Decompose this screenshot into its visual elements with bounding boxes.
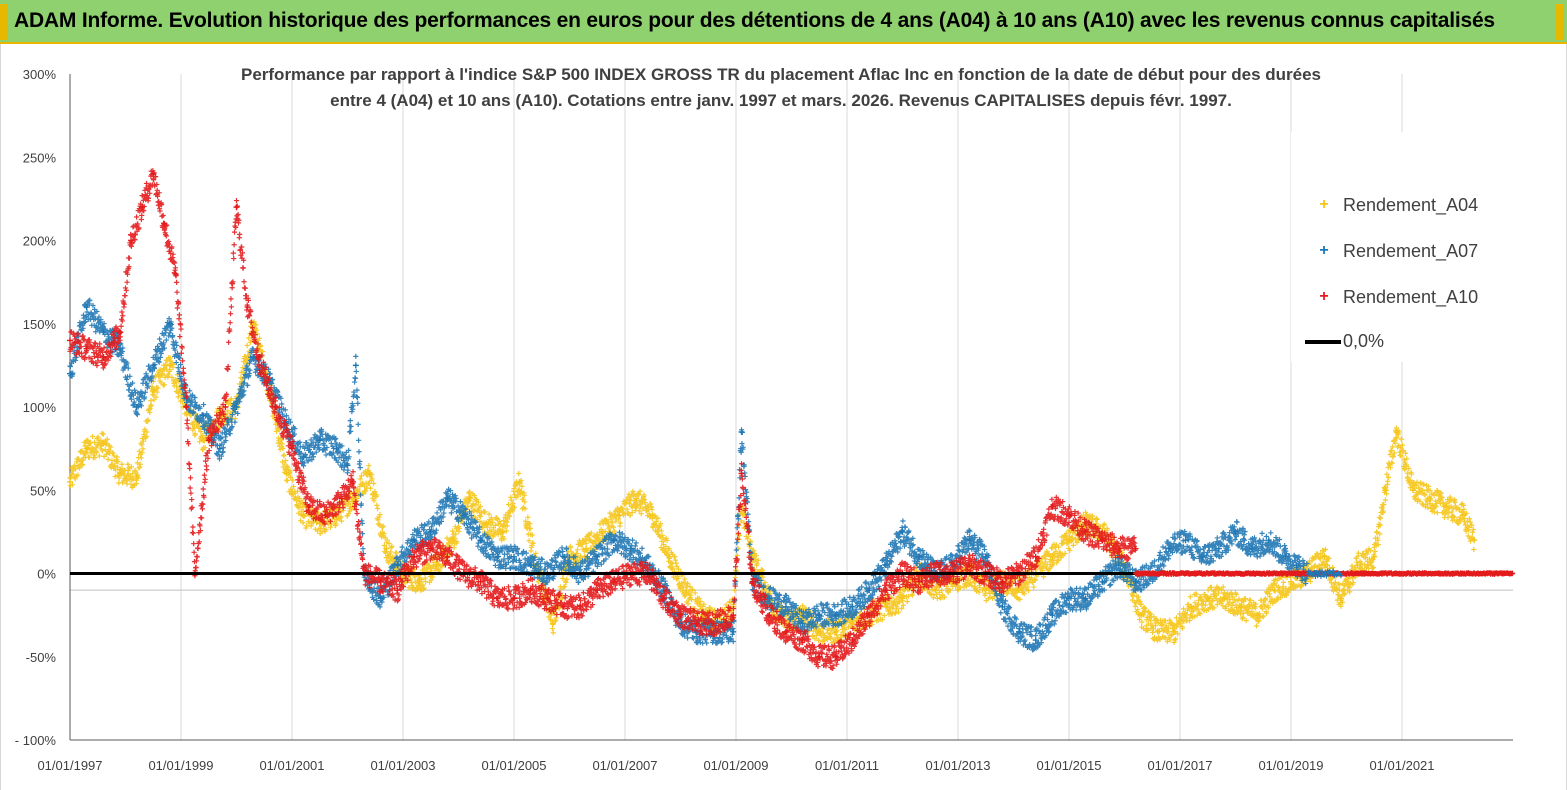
- x-tick-label-5: 01/01/2007: [592, 758, 657, 773]
- y-tick-label-7: 250%: [23, 150, 57, 165]
- x-tick-label-3: 01/01/2003: [370, 758, 435, 773]
- x-tick-label-1: 01/01/1999: [148, 758, 213, 773]
- x-tick-label-11: 01/01/2019: [1258, 758, 1323, 773]
- chart-legend: + Rendement_A04 + Rendement_A07 + Rendem…: [1291, 132, 1511, 362]
- chart-title-line2: entre 4 (A04) et 10 ans (A10). Cotations…: [330, 91, 1232, 110]
- series-a10-flat-segment: [1133, 570, 1516, 577]
- legend-item-a07: + Rendement_A07: [1291, 236, 1511, 266]
- legend-marker-a04: +: [1319, 196, 1329, 213]
- x-tick-label-12: 01/01/2021: [1369, 758, 1434, 773]
- y-tick-label-8: 300%: [23, 67, 57, 82]
- x-tick-label-6: 01/01/2009: [703, 758, 768, 773]
- x-tick-label-2: 01/01/2001: [259, 758, 324, 773]
- x-tick-label-9: 01/01/2015: [1036, 758, 1101, 773]
- legend-marker-a10: +: [1319, 288, 1329, 305]
- legend-line-zero: [1305, 340, 1341, 344]
- y-tick-label-4: 100%: [23, 400, 57, 415]
- legend-label-zero: 0,0%: [1343, 331, 1385, 351]
- x-tick-label-0: 01/01/1997: [37, 758, 102, 773]
- x-tick-label-4: 01/01/2005: [481, 758, 546, 773]
- y-tick-label-3: 50%: [30, 483, 56, 498]
- legend-label-a04: Rendement_A04: [1343, 195, 1479, 215]
- legend-marker-a07: +: [1319, 242, 1329, 259]
- x-tick-label-10: 01/01/2017: [1147, 758, 1212, 773]
- x-tick-label-7: 01/01/2011: [815, 758, 879, 773]
- x-tick-label-8: 01/01/2013: [925, 758, 990, 773]
- legend-item-a04: + Rendement_A04: [1291, 190, 1511, 220]
- series-a10-cloud: [67, 168, 1138, 671]
- legend-item-zero: 0,0%: [1291, 326, 1511, 356]
- chart-title: Performance par rapport à l'indice S&P 5…: [151, 62, 1411, 114]
- y-tick-label-1: -50%: [26, 650, 57, 665]
- legend-label-a10: Rendement_A10: [1343, 287, 1479, 307]
- y-tick-label-6: 200%: [23, 234, 57, 249]
- chart-title-line1: Performance par rapport à l'indice S&P 5…: [240, 65, 1321, 84]
- y-tick-label-0: - 100%: [15, 733, 57, 748]
- corner-mark-top-right: [1555, 4, 1563, 40]
- series-a07-tail-segment: [1305, 568, 1344, 580]
- corner-mark-top-left: [0, 4, 8, 40]
- legend-item-a10: + Rendement_A10: [1291, 282, 1511, 312]
- y-tick-label-2: 0%: [37, 567, 56, 582]
- chart-area: Performance par rapport à l'indice S&P 5…: [0, 44, 1567, 790]
- legend-label-a07: Rendement_A07: [1343, 241, 1479, 261]
- page-title-banner: ADAM Informe. Evolution historique des p…: [0, 0, 1567, 44]
- y-tick-label-5: 150%: [23, 317, 57, 332]
